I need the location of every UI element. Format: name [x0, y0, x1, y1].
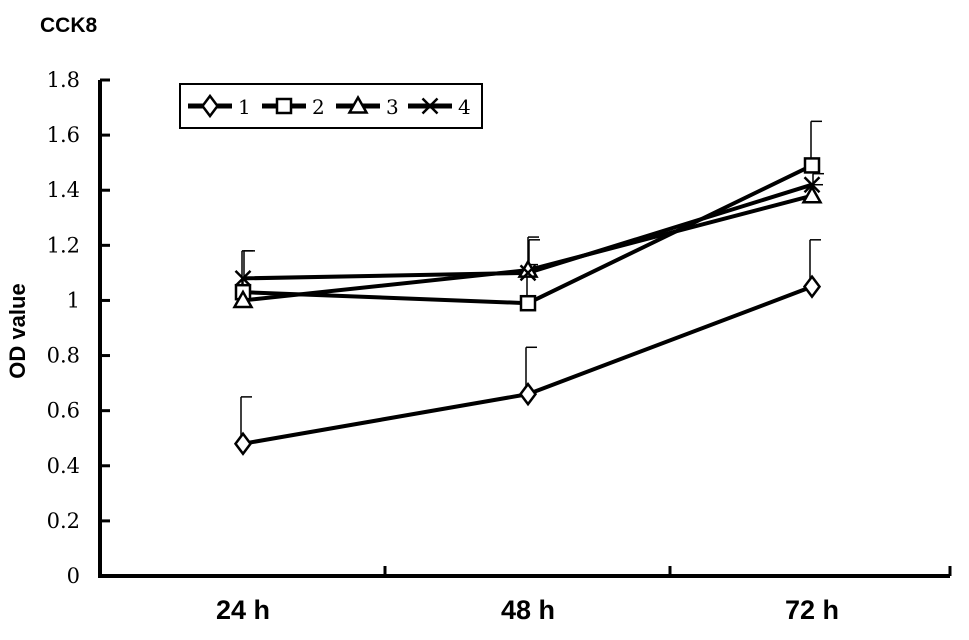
y-tick-label: 1	[67, 288, 80, 312]
y-tick-label: 0	[67, 564, 80, 588]
y-tick-label: 1.4	[47, 178, 80, 202]
marker-series-1	[233, 431, 253, 456]
marker-series-3	[801, 184, 823, 204]
chart-axes	[98, 80, 950, 578]
y-tick-label: 0.8	[47, 344, 80, 368]
y-tick-label: 1.6	[47, 123, 80, 147]
marker-series-1	[802, 274, 822, 299]
marker-series-3	[232, 289, 254, 309]
marker-series-1	[518, 382, 538, 407]
y-tick-label: 1.8	[47, 68, 80, 92]
x-axis-ticks: 24 h 48 h 72 h	[216, 566, 952, 625]
y-tick-label: 1.2	[47, 233, 80, 257]
series-markers	[232, 157, 823, 456]
legend-marker	[275, 97, 293, 115]
chart-title: CCK8	[40, 14, 98, 37]
legend-label: 3	[386, 95, 399, 119]
legend-label: 2	[312, 95, 325, 119]
marker-series-2	[803, 157, 821, 174]
y-tick-label: 0.2	[47, 509, 80, 533]
y-tick-label: 0.4	[47, 454, 80, 478]
legend-marker	[421, 97, 439, 115]
legend-label: 4	[458, 95, 471, 119]
x-tick-label: 72 h	[785, 595, 839, 625]
y-axis-ticks: 0 0.2 0.4 0.6 0.8 1 1.2 1.4 1.6 1.8	[47, 68, 110, 588]
marker-series-4	[803, 176, 821, 194]
error-bar-series-4	[243, 250, 255, 279]
marker-series-4	[519, 264, 537, 282]
y-axis-label: OD value	[5, 283, 30, 378]
legend-marker	[200, 93, 220, 119]
marker-series-4	[234, 270, 252, 287]
y-tick-label: 0.6	[47, 399, 80, 423]
legend: 1 2 3 4	[179, 83, 483, 129]
legend-item-2: 2	[262, 95, 325, 119]
legend-item-4: 4	[408, 95, 471, 119]
legend-item-3: 3	[336, 94, 399, 119]
marker-series-2	[519, 294, 537, 312]
legend-item-1: 1	[188, 93, 251, 119]
legend-label: 1	[238, 95, 251, 119]
x-tick-label: 48 h	[501, 595, 555, 625]
x-tick-label: 24 h	[216, 595, 270, 625]
legend-marker	[347, 94, 369, 114]
